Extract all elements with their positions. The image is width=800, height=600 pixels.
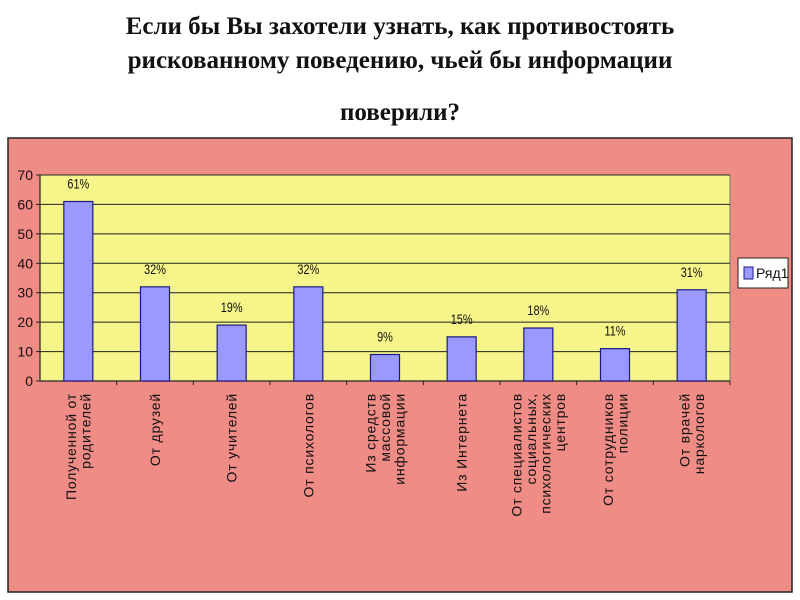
y-tick-label: 70 xyxy=(17,167,33,183)
bar xyxy=(293,286,324,382)
x-category-label-line: Из Интернета xyxy=(454,393,470,492)
x-category-label: От друзей xyxy=(147,393,163,466)
x-category-label-line: родителей xyxy=(78,393,94,469)
x-category-label-line: психологических xyxy=(538,393,554,514)
x-category-label-line: центров xyxy=(552,393,568,451)
data-label: 32% xyxy=(144,262,166,278)
x-category-label-line: информации xyxy=(392,393,408,485)
x-category-label-line: От учителей xyxy=(224,393,240,482)
legend: Ряд1 xyxy=(737,257,789,289)
x-category-label: От учителей xyxy=(224,393,240,482)
y-tick-label: 0 xyxy=(25,373,33,389)
x-category-label-line: От специалистов xyxy=(509,393,525,517)
x-category-label-line: социальных, xyxy=(523,393,539,485)
y-tick-label: 10 xyxy=(17,344,33,360)
legend-label: Ряд1 xyxy=(756,265,789,281)
data-label: 19% xyxy=(221,300,243,316)
bar xyxy=(216,324,247,382)
y-tick-label: 30 xyxy=(17,285,33,301)
y-tick-labels: 0 10 20 30 40 50 60 70 xyxy=(17,167,33,389)
x-category-label-line: От психологов xyxy=(300,393,316,497)
data-label: 18% xyxy=(527,303,549,319)
data-label: 31% xyxy=(681,265,703,281)
x-category-label-line: От сотрудников xyxy=(600,393,616,506)
bar xyxy=(446,336,477,382)
bar xyxy=(599,348,631,382)
y-tick-label: 60 xyxy=(17,196,33,212)
x-category-label-line: От друзей xyxy=(147,393,163,466)
bar xyxy=(369,353,401,382)
data-label: 11% xyxy=(604,323,625,339)
x-category-label-line: наркологов xyxy=(691,393,707,474)
x-category-label-line: Из средств xyxy=(363,393,379,473)
x-category-label-line: массовой xyxy=(377,393,393,462)
x-category-label: Из Интернета xyxy=(454,393,470,492)
y-tick-label: 40 xyxy=(17,255,33,271)
bar xyxy=(63,200,94,382)
y-tick-label: 50 xyxy=(17,226,33,242)
legend-swatch xyxy=(743,266,754,280)
x-category-label-line: Полученной от xyxy=(63,393,79,500)
bars xyxy=(63,200,707,382)
title-line-3: поверили? xyxy=(339,99,461,126)
slide-title: Если бы Вы захотели узнать, как противос… xyxy=(40,10,760,130)
data-labels: 61% 32% 19% 32% 9% 15% 18% 11% 31% xyxy=(67,176,702,345)
data-label: 9% xyxy=(377,329,393,345)
bar xyxy=(139,286,171,382)
data-label: 61% xyxy=(67,176,89,192)
data-label: 15% xyxy=(451,312,473,328)
x-category-label-line: От врачей xyxy=(676,393,692,467)
gridlines xyxy=(40,174,730,353)
bar xyxy=(523,327,554,382)
x-category-label: От специалистовсоциальных,психологически… xyxy=(509,393,569,517)
data-label: 32% xyxy=(297,262,319,278)
y-tick-label: 20 xyxy=(17,314,33,330)
x-category-label-line: полиции xyxy=(614,393,630,453)
x-category-label: От психологов xyxy=(300,393,316,497)
title-line-2: рискованному поведению, чьей бы информац… xyxy=(127,47,673,74)
title-line-1: Если бы Вы захотели узнать, как противос… xyxy=(125,13,675,40)
bar xyxy=(676,289,707,382)
